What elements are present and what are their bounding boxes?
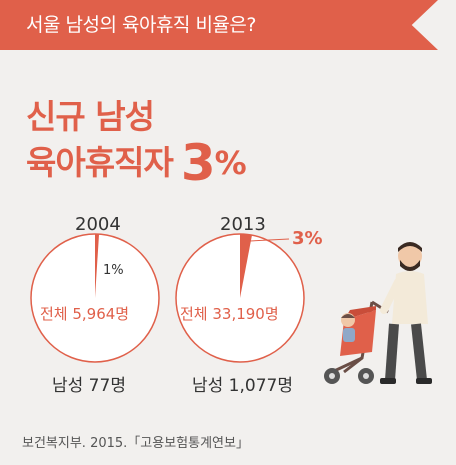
pie-2004-year: 2004 [75, 214, 121, 235]
headline-line2-text: 육아휴직자 [26, 143, 174, 182]
pie-2004-total-label: 전체 5,964명 [40, 305, 130, 323]
pie-2013-share-label: 3% [292, 228, 323, 249]
source-note: 보건복지부. 2015.「고용보험통계연보」 [22, 436, 249, 451]
pie-2004-male-count: 남성 77명 [52, 376, 126, 396]
pie-2004-male-slice [95, 234, 100, 298]
title-banner [0, 0, 438, 50]
headline-unit: % [214, 144, 247, 182]
headline-line2: 육아휴직자 3% [26, 134, 247, 192]
pie-2013-male-slice [240, 234, 252, 298]
pie-2013-year: 2013 [220, 214, 266, 235]
headline-figure: 3 [180, 134, 216, 192]
headline-line1: 신규 남성 [26, 97, 155, 136]
banner-title: 서울 남성의 육아휴직 비율은? [26, 14, 256, 36]
pie-2013-total-label: 전체 33,190명 [180, 305, 279, 323]
pie-2004-share-label: 1% [103, 263, 124, 278]
pie-2013-male-count: 남성 1,077명 [192, 376, 293, 396]
father-stroller-illustration [324, 242, 432, 384]
pie-2013-leader-line [249, 238, 290, 242]
